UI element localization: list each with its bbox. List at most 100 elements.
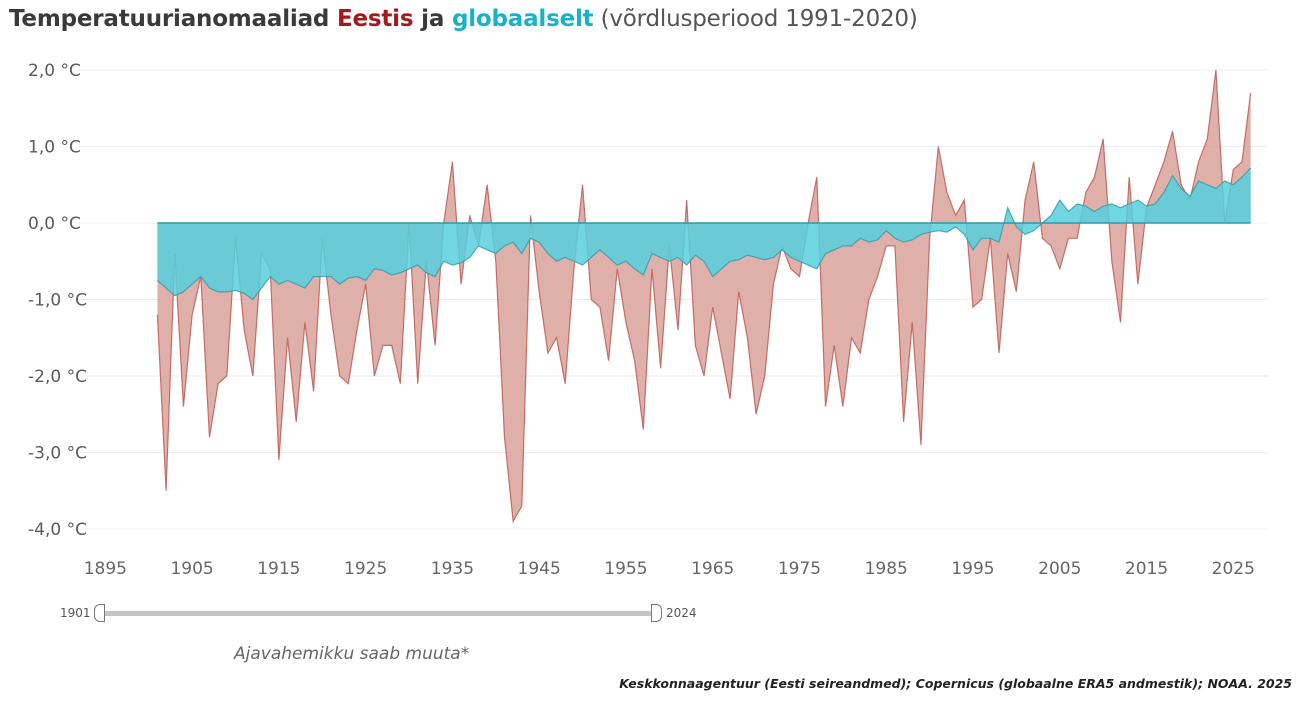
data-point[interactable]	[1154, 183, 1157, 186]
data-point[interactable]	[486, 248, 489, 251]
data-point[interactable]	[182, 290, 185, 293]
data-point[interactable]	[1162, 160, 1165, 163]
data-point[interactable]	[616, 268, 619, 271]
data-point[interactable]	[1110, 202, 1113, 205]
time-range-slider[interactable]: 1901 2024	[60, 602, 710, 624]
data-point[interactable]	[251, 298, 254, 301]
data-point[interactable]	[1241, 160, 1244, 163]
data-point[interactable]	[694, 344, 697, 347]
data-point[interactable]	[1102, 205, 1105, 208]
data-point[interactable]	[1197, 160, 1200, 163]
data-point[interactable]	[572, 260, 575, 263]
data-point[interactable]	[989, 237, 992, 240]
data-point[interactable]	[581, 264, 584, 267]
data-point[interactable]	[841, 405, 844, 408]
data-point[interactable]	[815, 268, 818, 271]
data-point[interactable]	[1050, 245, 1053, 248]
data-point[interactable]	[789, 256, 792, 259]
data-point[interactable]	[156, 279, 159, 282]
data-point[interactable]	[304, 287, 307, 290]
data-point[interactable]	[659, 256, 662, 259]
data-point[interactable]	[972, 306, 975, 309]
data-point[interactable]	[824, 405, 827, 408]
data-point[interactable]	[416, 264, 419, 267]
data-point[interactable]	[737, 258, 740, 261]
data-point[interactable]	[980, 237, 983, 240]
data-point[interactable]	[416, 382, 419, 385]
data-point[interactable]	[555, 260, 558, 263]
data-point[interactable]	[277, 459, 280, 462]
data-point[interactable]	[460, 283, 463, 286]
data-point[interactable]	[529, 214, 532, 217]
data-point[interactable]	[477, 245, 480, 248]
data-point[interactable]	[954, 214, 957, 217]
data-point[interactable]	[911, 238, 914, 241]
data-point[interactable]	[1024, 199, 1027, 202]
data-point[interactable]	[347, 277, 350, 280]
data-point[interactable]	[451, 264, 454, 267]
data-point[interactable]	[1067, 210, 1070, 213]
data-point[interactable]	[763, 375, 766, 378]
data-point[interactable]	[902, 241, 905, 244]
data-point[interactable]	[876, 275, 879, 278]
data-point[interactable]	[928, 231, 931, 234]
data-point[interactable]	[260, 287, 263, 290]
data-point[interactable]	[1076, 202, 1079, 205]
data-point[interactable]	[894, 237, 897, 240]
data-point[interactable]	[599, 248, 602, 251]
data-point[interactable]	[538, 241, 541, 244]
data-point[interactable]	[1050, 214, 1053, 217]
data-point[interactable]	[885, 245, 888, 248]
data-point[interactable]	[703, 375, 706, 378]
data-point[interactable]	[746, 336, 749, 339]
data-point[interactable]	[1006, 252, 1009, 255]
data-point[interactable]	[1154, 202, 1157, 205]
data-point[interactable]	[1093, 176, 1096, 179]
data-point[interactable]	[251, 375, 254, 378]
data-point[interactable]	[208, 287, 211, 290]
data-point[interactable]	[833, 248, 836, 251]
data-point[interactable]	[390, 344, 393, 347]
data-point[interactable]	[165, 489, 168, 492]
data-point[interactable]	[520, 505, 523, 508]
data-point[interactable]	[460, 261, 463, 264]
data-point[interactable]	[225, 290, 228, 293]
data-point[interactable]	[920, 443, 923, 446]
data-point[interactable]	[408, 268, 411, 271]
data-point[interactable]	[390, 274, 393, 277]
data-point[interactable]	[1032, 160, 1035, 163]
data-point[interactable]	[243, 329, 246, 332]
data-point[interactable]	[807, 264, 810, 267]
data-point[interactable]	[1032, 229, 1035, 232]
data-point[interactable]	[234, 289, 237, 292]
data-point[interactable]	[1232, 168, 1235, 171]
data-point[interactable]	[442, 260, 445, 263]
data-point[interactable]	[538, 290, 541, 293]
data-point[interactable]	[572, 268, 575, 271]
data-point[interactable]	[937, 145, 940, 148]
data-point[interactable]	[963, 233, 966, 236]
slider-end-handle[interactable]	[651, 604, 662, 622]
data-point[interactable]	[529, 237, 532, 240]
data-point[interactable]	[208, 436, 211, 439]
data-point[interactable]	[1197, 180, 1200, 183]
data-point[interactable]	[494, 260, 497, 263]
data-point[interactable]	[468, 256, 471, 259]
data-point[interactable]	[1215, 187, 1218, 190]
data-point[interactable]	[894, 245, 897, 248]
data-point[interactable]	[590, 298, 593, 301]
data-point[interactable]	[243, 292, 246, 295]
data-point[interactable]	[781, 248, 784, 251]
data-point[interactable]	[1128, 176, 1131, 179]
data-point[interactable]	[911, 321, 914, 324]
data-point[interactable]	[330, 275, 333, 278]
data-point[interactable]	[503, 245, 506, 248]
data-point[interactable]	[720, 352, 723, 355]
data-point[interactable]	[512, 241, 515, 244]
data-point[interactable]	[729, 398, 732, 401]
slider-track[interactable]	[100, 611, 656, 616]
data-point[interactable]	[1215, 69, 1218, 72]
data-point[interactable]	[347, 382, 350, 385]
data-point[interactable]	[703, 260, 706, 263]
data-point[interactable]	[364, 283, 367, 286]
